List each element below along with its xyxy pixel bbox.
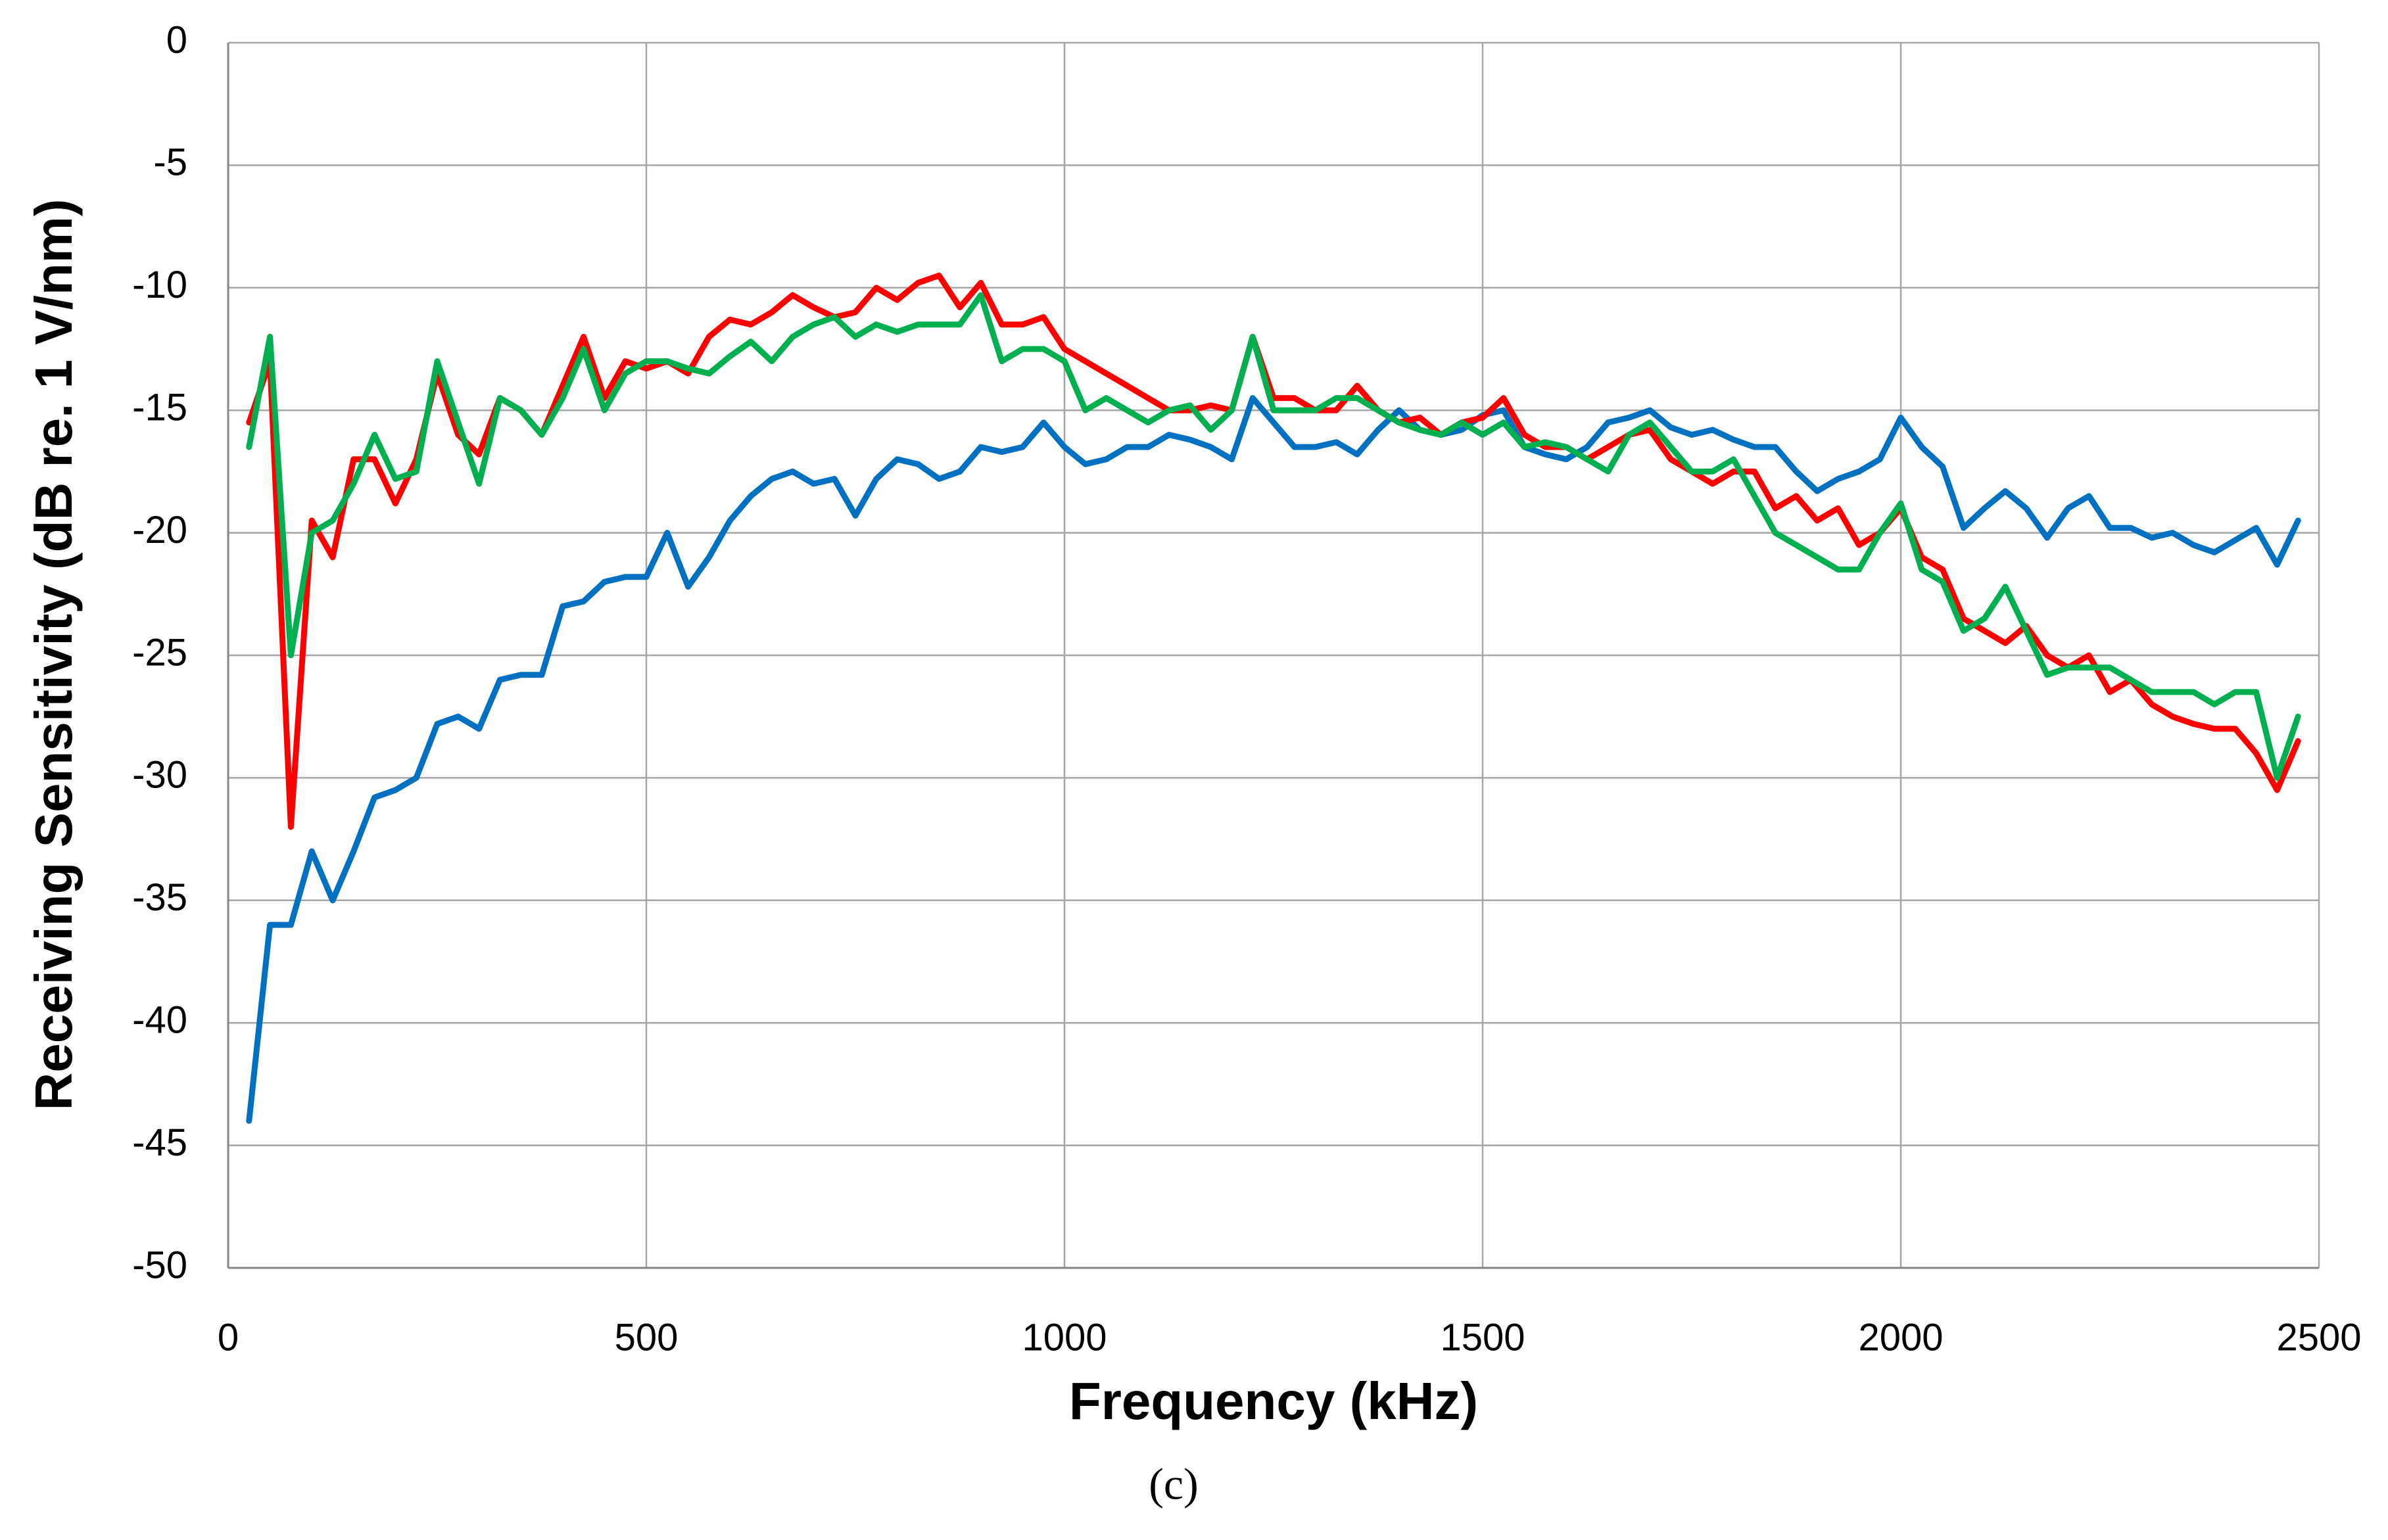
y-tick-label: -10 xyxy=(132,264,187,306)
y-tick-label: -20 xyxy=(132,509,187,551)
x-tick-label: 1500 xyxy=(1440,1316,1525,1359)
x-tick-label: 500 xyxy=(615,1316,679,1359)
y-tick-label: -25 xyxy=(132,631,187,674)
x-tick-label: 2000 xyxy=(1858,1316,1943,1359)
y-tick-label: -30 xyxy=(132,754,187,797)
series-line xyxy=(246,395,2301,1124)
x-tick-label: 2500 xyxy=(2276,1316,2361,1359)
x-axis-title: Frequency (kHz) xyxy=(1069,1372,1478,1430)
x-tick-label: 1000 xyxy=(1022,1316,1107,1359)
series-line xyxy=(246,272,2301,830)
y-tick-label: -5 xyxy=(153,141,187,184)
y-tick-label: -15 xyxy=(132,386,187,429)
y-tick-label: -50 xyxy=(132,1244,187,1286)
series-line xyxy=(246,292,2301,781)
x-tick-label: 0 xyxy=(218,1316,239,1359)
y-tick-label: -40 xyxy=(132,999,187,1042)
y-axis-title: Receiving Sensitivity (dB re. 1 V/nm) xyxy=(24,198,83,1110)
y-tick-label: 0 xyxy=(166,18,187,61)
y-tick-label: -45 xyxy=(132,1121,187,1164)
y-tick-label: -35 xyxy=(132,876,187,919)
caption: (c) xyxy=(1149,1459,1198,1509)
